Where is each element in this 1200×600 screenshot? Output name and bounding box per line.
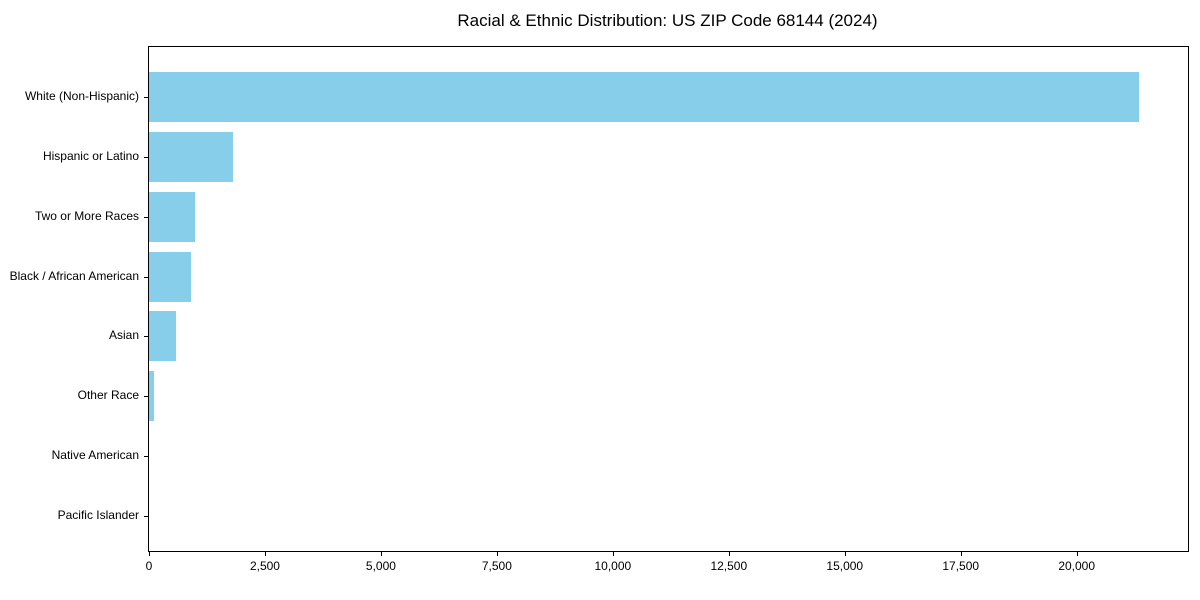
- y-axis-label-white-non-hispanic: White (Non-Hispanic): [24, 89, 139, 103]
- bar-white-non-hispanic: [149, 72, 1140, 122]
- x-axis-tick-label: 17,500: [942, 559, 980, 573]
- y-axis-label-hispanic-or-latino: Hispanic or Latino: [42, 148, 139, 163]
- y-tick-mark: [144, 97, 148, 98]
- x-tick-mark: [149, 552, 150, 556]
- chart-title: Racial & Ethnic Distribution: US ZIP Cod…: [457, 11, 878, 30]
- y-axis-label-two-or-more-races: Two or More Races: [34, 208, 139, 223]
- x-tick-mark: [728, 552, 730, 556]
- y-axis-label-other-race: Other Race: [77, 388, 139, 403]
- x-axis-tick-label: 5,000: [365, 559, 396, 573]
- y-axis-label-pacific-islander: Pacific Islander: [57, 507, 139, 522]
- x-tick-mark: [1076, 552, 1078, 556]
- x-axis-tick-label: 7,500: [481, 559, 512, 573]
- x-tick-mark: [960, 552, 962, 556]
- bar-asian: [149, 311, 177, 362]
- x-axis-tick-label: 20,000: [1058, 559, 1096, 573]
- plot-area: White (Non-Hispanic) Hispanic or Latino Tw…: [10, 46, 1189, 573]
- y-axis-label-black-african-american: Black / African American: [9, 268, 139, 283]
- x-axis-tick-label: 15,000: [826, 559, 864, 573]
- y-tick-mark: [144, 276, 148, 278]
- x-tick-mark: [496, 552, 498, 556]
- bar-two-or-more-races: [149, 191, 196, 242]
- x-tick-mark: [380, 552, 382, 556]
- y-axis-label-asian: Asian: [108, 328, 139, 343]
- x-tick-mark: [612, 552, 614, 556]
- y-axis-label-native-american: Native American: [51, 448, 139, 463]
- bar-other-race: [149, 371, 155, 422]
- x-axis-tick-label: 0: [145, 559, 153, 573]
- x-tick-mark: [844, 552, 846, 556]
- bar-hispanic-or-latino: [149, 131, 234, 182]
- x-axis-tick-label: 10,000: [594, 559, 632, 573]
- x-axis-tick-label: 2,500: [249, 559, 280, 573]
- bar-black-african-american: [149, 251, 191, 302]
- y-tick-mark: [144, 156, 148, 158]
- y-tick-mark: [144, 216, 148, 218]
- y-tick-mark: [144, 456, 148, 458]
- y-tick-mark: [144, 515, 148, 517]
- x-tick-mark: [264, 552, 266, 556]
- y-tick-mark: [144, 336, 148, 338]
- x-axis-tick-label: 12,500: [710, 559, 748, 573]
- y-tick-mark: [144, 396, 148, 398]
